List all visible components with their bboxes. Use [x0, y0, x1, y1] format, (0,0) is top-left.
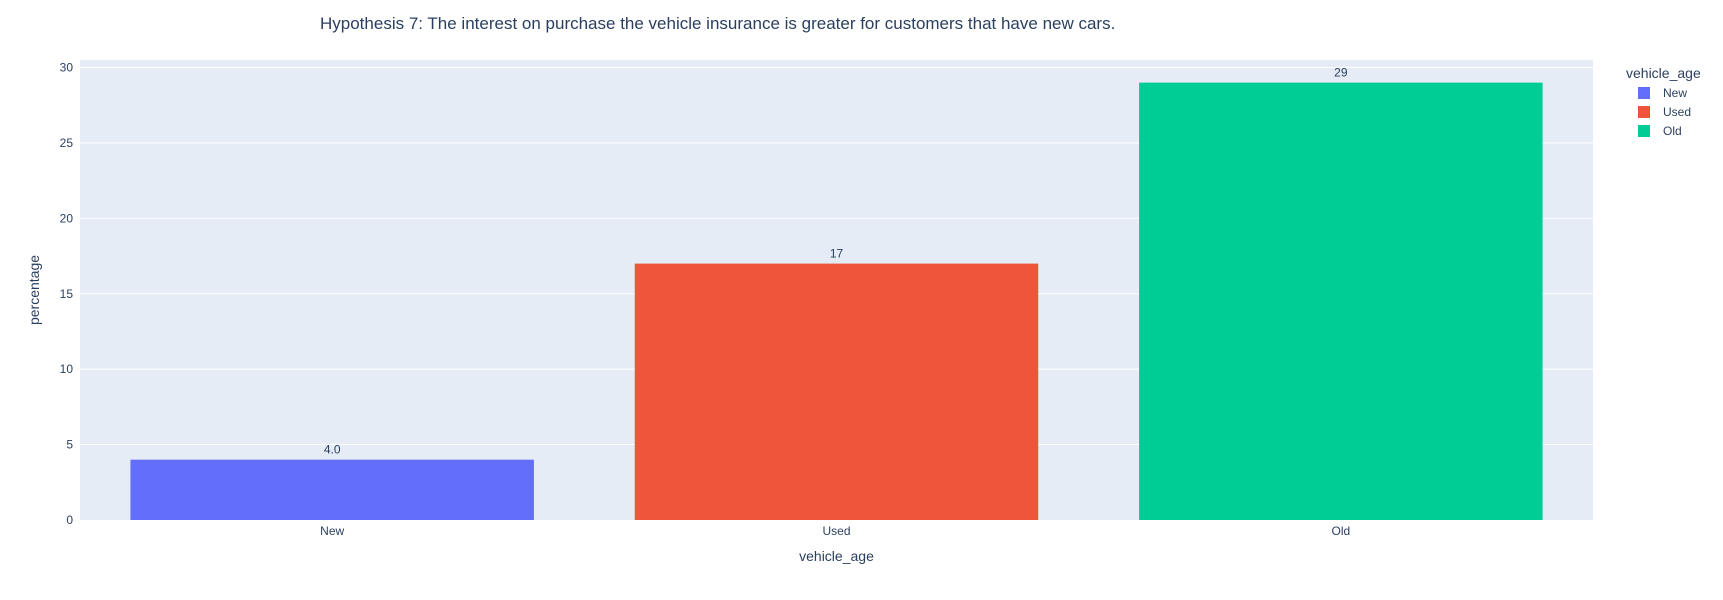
- y-tick-label: 30: [60, 61, 74, 75]
- bar-value-label: 17: [830, 247, 844, 261]
- y-tick-label: 0: [66, 513, 73, 527]
- legend-title: vehicle_age: [1626, 65, 1701, 81]
- legend-item-old[interactable]: Old: [1663, 124, 1682, 138]
- bar-old[interactable]: [1139, 82, 1543, 520]
- y-tick-label: 15: [60, 287, 74, 301]
- x-tick-label: Old: [1331, 524, 1350, 538]
- legend-item-new[interactable]: New: [1663, 86, 1687, 100]
- y-tick-label: 20: [60, 211, 74, 225]
- legend-swatch[interactable]: [1638, 106, 1650, 118]
- x-axis-ticks: New Used Old: [320, 524, 1350, 538]
- y-axis-ticks: 0 5 10 15 20 25 30: [60, 61, 74, 527]
- legend-item-used[interactable]: Used: [1663, 105, 1691, 119]
- y-tick-label: 25: [60, 136, 74, 150]
- y-axis-title: percentage: [26, 255, 42, 325]
- x-tick-label: Used: [822, 524, 850, 538]
- bar-value-label: 29: [1334, 66, 1348, 80]
- legend[interactable]: vehicle_age New Used Old: [1626, 65, 1701, 138]
- legend-swatch[interactable]: [1638, 87, 1650, 99]
- bar-used[interactable]: [634, 263, 1039, 520]
- bars: 4.0 17 29: [130, 66, 1543, 520]
- x-tick-label: New: [320, 524, 344, 538]
- bar-value-label: 4.0: [324, 443, 341, 457]
- y-tick-label: 5: [66, 438, 73, 452]
- y-tick-label: 10: [60, 362, 74, 376]
- chart-title: Hypothesis 7: The interest on purchase t…: [320, 14, 1115, 33]
- legend-swatch[interactable]: [1638, 125, 1650, 137]
- bar-new[interactable]: [130, 459, 534, 520]
- x-axis-title: vehicle_age: [799, 548, 874, 564]
